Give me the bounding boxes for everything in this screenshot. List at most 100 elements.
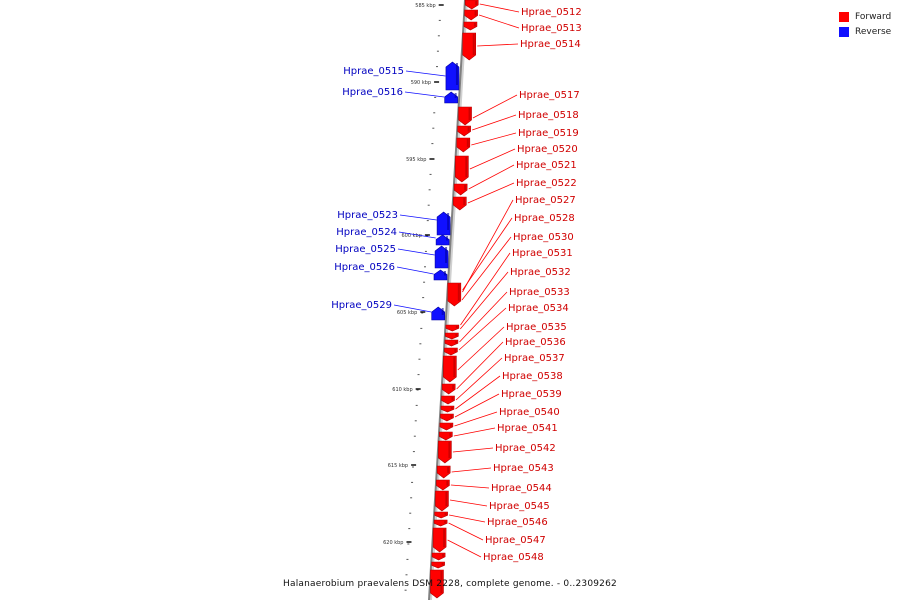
gene-leader-line xyxy=(454,411,498,427)
forward-gene-label[interactable]: Hprae_0541 xyxy=(497,423,558,434)
legend-forward: Forward xyxy=(839,9,891,24)
forward-gene-label[interactable]: Hprae_0548 xyxy=(483,552,544,563)
gene-feature[interactable] xyxy=(439,431,453,441)
forward-gene-label[interactable]: Hprae_0514 xyxy=(520,39,581,50)
forward-gene-label[interactable]: Hprae_0513 xyxy=(521,23,582,34)
forward-gene-label[interactable]: Hprae_0531 xyxy=(512,248,573,259)
reverse-gene-label[interactable]: Hprae_0523 xyxy=(337,210,398,221)
gene-feature[interactable] xyxy=(458,106,472,126)
gene-leader-line xyxy=(459,271,509,330)
gene-feature[interactable] xyxy=(447,282,462,307)
reverse-gene-label[interactable]: Hprae_0515 xyxy=(343,66,404,77)
scale-tick-label: 605 kbp xyxy=(397,310,417,316)
gene-feature[interactable] xyxy=(436,211,451,236)
gene-feature[interactable] xyxy=(455,155,469,183)
gene-leader-line xyxy=(397,248,435,256)
gene-leader-line xyxy=(455,357,503,401)
forward-gene-label[interactable]: Hprae_0540 xyxy=(499,407,560,418)
forward-gene-label[interactable]: Hprae_0528 xyxy=(514,213,575,224)
gene-feature[interactable] xyxy=(431,552,446,561)
forward-gene-label[interactable]: Hprae_0545 xyxy=(489,501,550,512)
gene-feature[interactable] xyxy=(430,569,444,599)
reverse-gene-label[interactable]: Hprae_0526 xyxy=(334,262,395,273)
forward-gene-label[interactable]: Hprae_0512 xyxy=(521,7,582,18)
forward-gene-label[interactable]: Hprae_0533 xyxy=(509,287,570,298)
gene-feature[interactable] xyxy=(443,355,457,383)
gene-feature[interactable] xyxy=(462,32,477,61)
gene-leader-line xyxy=(456,341,504,390)
forward-gene-label[interactable]: Hprae_0530 xyxy=(513,232,574,243)
gene-feature[interactable] xyxy=(436,479,450,491)
forward-gene-label[interactable]: Hprae_0520 xyxy=(517,144,578,155)
forward-gene-label[interactable]: Hprae_0539 xyxy=(501,389,562,400)
forward-gene-label[interactable]: Hprae_0542 xyxy=(495,443,556,454)
gene-feature[interactable] xyxy=(464,9,478,21)
gene-leader-line xyxy=(404,91,445,98)
gene-feature[interactable] xyxy=(431,306,445,321)
gene-feature[interactable] xyxy=(433,269,448,281)
forward-gene-label[interactable]: Hprae_0537 xyxy=(504,353,565,364)
gene-leader-line xyxy=(472,94,518,119)
forward-gene-label[interactable]: Hprae_0532 xyxy=(510,267,571,278)
gene-feature[interactable] xyxy=(434,245,449,269)
gene-leader-line xyxy=(462,199,514,293)
reverse-gene-label[interactable]: Hprae_0524 xyxy=(336,227,397,238)
forward-gene-label[interactable]: Hprae_0517 xyxy=(519,90,580,101)
gene-feature[interactable] xyxy=(431,561,445,569)
gene-feature[interactable] xyxy=(445,332,459,340)
gene-feature[interactable] xyxy=(464,0,479,10)
forward-gene-label[interactable]: Hprae_0518 xyxy=(518,110,579,121)
gene-feature[interactable] xyxy=(445,61,460,91)
gene-feature[interactable] xyxy=(439,422,454,431)
gene-feature[interactable] xyxy=(435,234,450,246)
legend-reverse-label: Reverse xyxy=(855,26,892,37)
gene-feature[interactable] xyxy=(452,196,467,211)
gene-feature[interactable] xyxy=(434,511,448,519)
gene-leader-line xyxy=(462,217,513,291)
forward-gene-label[interactable]: Hprae_0543 xyxy=(493,463,554,474)
gene-feature[interactable] xyxy=(441,383,456,395)
gene-feature[interactable] xyxy=(453,183,468,196)
gene-feature[interactable] xyxy=(440,405,455,413)
reverse-gene-label[interactable]: Hprae_0529 xyxy=(331,300,392,311)
gene-leader-line xyxy=(448,522,484,541)
gene-leader-line xyxy=(479,3,520,13)
gene-feature[interactable] xyxy=(438,440,452,464)
reverse-gene-label[interactable]: Hprae_0525 xyxy=(335,244,396,255)
gene-feature[interactable] xyxy=(457,125,471,137)
gene-feature[interactable] xyxy=(435,490,449,512)
forward-gene-label[interactable]: Hprae_0534 xyxy=(508,303,569,314)
forward-gene-label[interactable]: Hprae_0522 xyxy=(516,178,577,189)
legend-forward-label: Forward xyxy=(855,11,892,22)
gene-leader-line xyxy=(453,427,496,437)
forward-gene-label[interactable]: Hprae_0535 xyxy=(506,322,567,333)
gene-leader-line xyxy=(396,266,434,275)
gene-leader-line xyxy=(459,291,508,343)
map-title: Halanaerobium praevalens DSM 2228, compl… xyxy=(283,579,617,589)
gene-feature[interactable] xyxy=(440,413,454,422)
forward-gene-label[interactable]: Hprae_0547 xyxy=(485,535,546,546)
gene-leader-line xyxy=(471,132,517,146)
gene-feature[interactable] xyxy=(444,339,459,347)
gene-feature[interactable] xyxy=(463,21,478,31)
gene-leader-line xyxy=(399,214,437,221)
gene-feature[interactable] xyxy=(433,519,448,527)
forward-gene-label[interactable]: Hprae_0536 xyxy=(505,337,566,348)
forward-gene-label[interactable]: Hprae_0519 xyxy=(518,128,579,139)
forward-gene-label[interactable]: Hprae_0546 xyxy=(487,517,548,528)
gene-feature[interactable] xyxy=(441,395,455,405)
gene-leader-line xyxy=(393,304,432,313)
gene-feature[interactable] xyxy=(444,91,458,104)
forward-gene-label[interactable]: Hprae_0527 xyxy=(515,195,576,206)
gene-feature[interactable] xyxy=(432,527,447,553)
reverse-gene-label[interactable]: Hprae_0516 xyxy=(342,87,403,98)
gene-feature[interactable] xyxy=(444,347,458,356)
scale-tick-label: 595 kbp xyxy=(406,157,426,163)
gene-feature[interactable] xyxy=(445,324,460,332)
gene-feature[interactable] xyxy=(456,137,471,153)
forward-gene-label[interactable]: Hprae_0538 xyxy=(502,371,563,382)
forward-gene-label[interactable]: Hprae_0521 xyxy=(516,160,577,171)
forward-gene-label[interactable]: Hprae_0544 xyxy=(491,483,552,494)
gene-feature[interactable] xyxy=(436,465,451,479)
